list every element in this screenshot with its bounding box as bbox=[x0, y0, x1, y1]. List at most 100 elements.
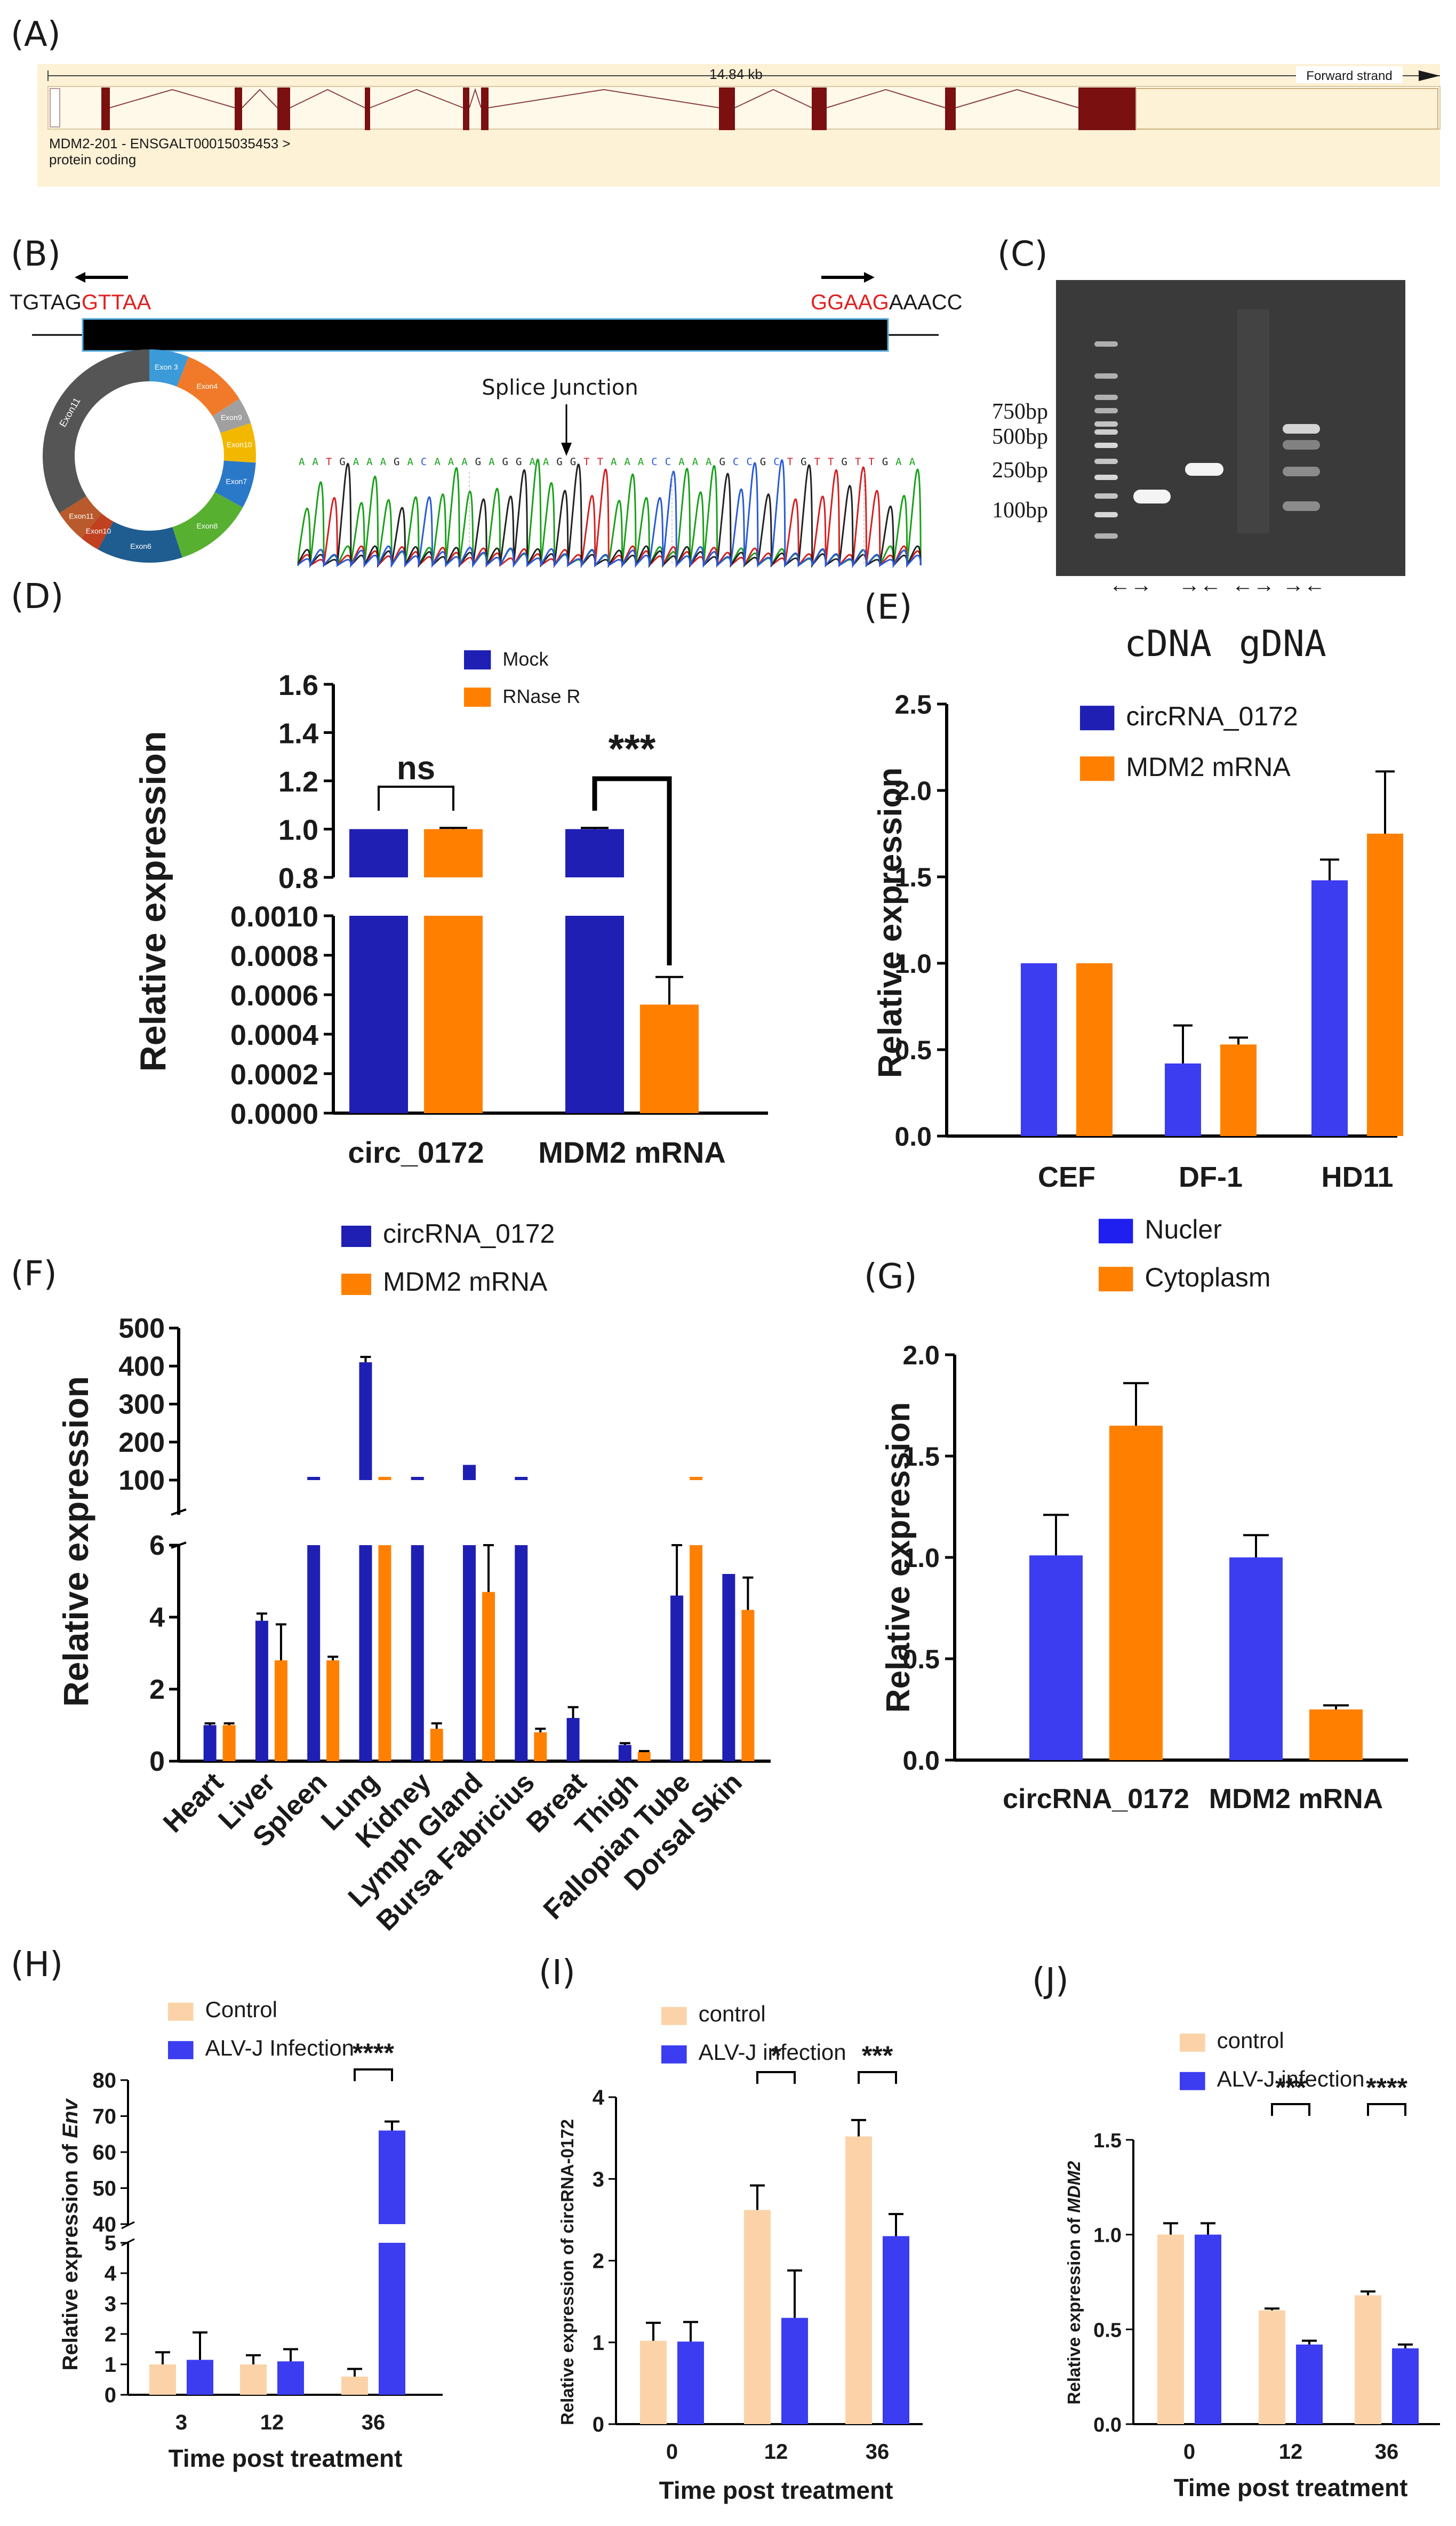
exon-ring-label: Exon 3 bbox=[155, 363, 178, 371]
significance-bracket bbox=[756, 2071, 796, 2084]
significance-bracket bbox=[592, 776, 672, 965]
intron-line bbox=[734, 89, 812, 108]
legend-swatch bbox=[1180, 2033, 1205, 2052]
bar bbox=[1259, 2310, 1285, 2424]
exon-ring-label: Exon10 bbox=[227, 441, 252, 449]
y-tick-label: 0.8 bbox=[278, 862, 318, 894]
significance-label: **** bbox=[353, 2038, 394, 2068]
exon-mark bbox=[365, 87, 370, 130]
ladder-band bbox=[1094, 493, 1118, 499]
bar bbox=[1165, 1063, 1201, 1136]
exon-track bbox=[50, 87, 1438, 130]
bar bbox=[187, 2360, 213, 2395]
bar-upper-segment bbox=[359, 1362, 372, 1480]
legend-swatch bbox=[1080, 756, 1115, 781]
bar-upper-segment bbox=[307, 1477, 321, 1480]
base-call: A bbox=[380, 456, 387, 468]
ladder-band bbox=[1094, 341, 1118, 347]
legend-label: ALV-J infection bbox=[1217, 2066, 1365, 2091]
bar bbox=[255, 1620, 268, 1761]
y-tick-label: 400 bbox=[118, 1351, 165, 1382]
panel-c-label: (C) bbox=[997, 235, 1048, 274]
x-axis-label: Time post treatment bbox=[169, 2444, 403, 2472]
y-tick-label: 0.0008 bbox=[230, 940, 318, 972]
legend-label: Nucler bbox=[1145, 1214, 1221, 1244]
legend-swatch bbox=[168, 2041, 194, 2059]
bar bbox=[359, 1545, 372, 1761]
left-flank-sequence: TGTAGGTTAA bbox=[10, 291, 151, 314]
bar bbox=[482, 1592, 495, 1761]
primer-arrows: ←→ bbox=[1109, 573, 1152, 597]
strand-label: Forward strand bbox=[1306, 69, 1392, 83]
panel-f-label: (F) bbox=[11, 1254, 57, 1294]
bar bbox=[1296, 2344, 1323, 2424]
base-call: T bbox=[828, 456, 834, 468]
ladder-band bbox=[1094, 512, 1118, 517]
panel-e-label: (E) bbox=[864, 588, 912, 627]
y-tick-label: 200 bbox=[118, 1427, 165, 1458]
panel-c: (C) 750bp 500bp 250bp 100bp ←→ →← ←→ →← … bbox=[992, 235, 1405, 665]
marker-label: 100bp bbox=[992, 498, 1048, 523]
significance-bracket bbox=[378, 786, 454, 811]
base-call: A bbox=[543, 456, 549, 468]
intron-line bbox=[488, 89, 719, 108]
legend-swatch bbox=[1180, 2072, 1205, 2090]
x-tick-label: circRNA_0172 bbox=[1003, 1784, 1189, 1814]
y-axis-label: Relative expression of MDM2 bbox=[1064, 2161, 1084, 2404]
exon-ring-label: Exon6 bbox=[130, 542, 151, 550]
gdna-lane-band bbox=[1283, 424, 1320, 434]
significance-label: **** bbox=[1366, 2073, 1407, 2103]
y-tick-label: 1.6 bbox=[278, 669, 318, 701]
legend-label: ALV-J Infection bbox=[205, 2035, 354, 2060]
bar bbox=[341, 2376, 368, 2395]
y-tick-label: 1 bbox=[593, 2331, 604, 2355]
strand-arrow-icon bbox=[1419, 70, 1440, 81]
cdna-label: cDNA bbox=[1124, 623, 1212, 665]
bar bbox=[1220, 1044, 1257, 1136]
bar bbox=[378, 1545, 391, 1761]
y-tick-label: 0.0004 bbox=[230, 1019, 318, 1051]
panel-g: (G) Nucler Cytoplasm 0.0 0.5 1.0 1.5 2.0 Relati… bbox=[864, 1214, 1408, 1814]
transcript-label: MDM2-201 - ENSGALT00015035453 > bbox=[49, 135, 291, 151]
bar bbox=[637, 1752, 651, 1761]
y-tick-label: 2 bbox=[149, 1674, 165, 1705]
exon-mark bbox=[463, 87, 469, 130]
y-axis-label-gene: MDM2 bbox=[1064, 2161, 1084, 2213]
bar-lower-segment bbox=[565, 916, 624, 1113]
bar bbox=[411, 1545, 424, 1761]
bar-upper-segment bbox=[411, 1477, 424, 1480]
y-tick-label: 2.0 bbox=[894, 776, 932, 806]
base-call: A bbox=[529, 456, 535, 468]
exon-ring-segment bbox=[212, 398, 251, 434]
y-tick-label: 1.4 bbox=[278, 718, 318, 750]
legend-label: circRNA_0172 bbox=[1126, 701, 1298, 731]
panel-a: (A) 14.84 kb Forward strand MDM2-201 - E… bbox=[11, 15, 1441, 187]
legend-label: RNase R bbox=[502, 685, 580, 707]
bar bbox=[274, 1660, 287, 1761]
base-call: T bbox=[787, 456, 793, 468]
y-tick-label: 0.5 bbox=[894, 1035, 932, 1065]
ladder-band bbox=[1094, 429, 1118, 435]
significance-label: *** bbox=[1275, 2073, 1307, 2103]
exon-mark bbox=[1078, 87, 1136, 130]
bar bbox=[565, 829, 624, 877]
base-call: A bbox=[611, 456, 617, 468]
y-tick-label: 2 bbox=[593, 2250, 604, 2273]
legend-swatch bbox=[341, 1274, 371, 1295]
x-axis-label: Time post treatment bbox=[659, 2476, 893, 2504]
y-tick-label: 0 bbox=[593, 2413, 604, 2436]
bar bbox=[1355, 2295, 1381, 2424]
exon-mark bbox=[235, 87, 242, 130]
base-call: C bbox=[733, 456, 739, 468]
panel-j: (J) control ALV-J infection 0.0 0.5 1.0 1.5 Re… bbox=[1032, 1961, 1440, 2501]
bar-upper-segment bbox=[690, 1477, 703, 1480]
legend-label: Mock bbox=[502, 648, 549, 670]
y-tick-label: 60 bbox=[93, 2141, 117, 2164]
base-call: A bbox=[434, 456, 441, 468]
y-tick-label: 3 bbox=[105, 2292, 116, 2316]
bar-upper-segment bbox=[515, 1477, 528, 1480]
x-tick-label: 36 bbox=[362, 2411, 386, 2434]
x-tick-label: 12 bbox=[1279, 2440, 1303, 2464]
bar bbox=[379, 2243, 405, 2395]
